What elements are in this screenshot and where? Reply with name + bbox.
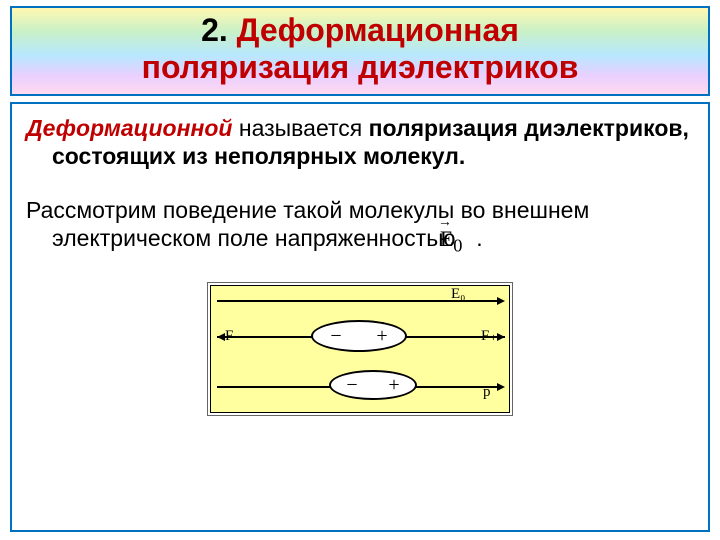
slide: 2. Деформационная поляризация диэлектрик… bbox=[0, 0, 720, 540]
diagram-frame: E₀ F₋ F₊ p − + − + bbox=[207, 282, 513, 416]
paragraph-1: Деформационной называется поляризация ди… bbox=[26, 114, 694, 170]
p2-end: . bbox=[476, 225, 482, 251]
e0-symbol: → E0 bbox=[462, 226, 470, 257]
e0-arrowhead-icon bbox=[497, 297, 505, 305]
p-label: p bbox=[483, 384, 491, 401]
e0-sub: 0 bbox=[453, 235, 462, 255]
body-box: Деформационной называется поляризация ди… bbox=[10, 102, 710, 532]
minus-sign: − bbox=[330, 325, 341, 348]
diagram: E₀ F₋ F₊ p − + − + bbox=[210, 285, 510, 413]
fminus-label: F₋ bbox=[225, 326, 241, 345]
p1-mid: называется bbox=[232, 115, 368, 141]
p-arrowhead-icon bbox=[497, 383, 505, 391]
title-box: 2. Деформационная поляризация диэлектрик… bbox=[10, 6, 710, 96]
molecule-1: − + bbox=[311, 320, 407, 352]
p1-emphasis: Деформационной bbox=[26, 115, 232, 141]
fminus-arrowhead-icon bbox=[217, 333, 225, 341]
plus-sign: + bbox=[376, 325, 387, 348]
title-word-1: Деформационная bbox=[237, 12, 519, 48]
title-line-1: 2. Деформационная bbox=[22, 12, 698, 49]
p2-text: Рассмотрим поведение такой молекулы во в… bbox=[26, 197, 589, 251]
e0-label: E₀ bbox=[451, 286, 465, 303]
minus-sign: − bbox=[346, 374, 357, 397]
molecule-2: − + bbox=[329, 370, 417, 400]
fplus-label: F₊ bbox=[481, 326, 497, 345]
plus-sign: + bbox=[388, 374, 399, 397]
paragraph-2: Рассмотрим поведение такой молекулы во в… bbox=[26, 196, 694, 257]
title-line-2: поляризация диэлектриков bbox=[22, 49, 698, 86]
fplus-arrowhead-icon bbox=[497, 333, 505, 341]
title-prefix: 2. bbox=[201, 12, 237, 48]
